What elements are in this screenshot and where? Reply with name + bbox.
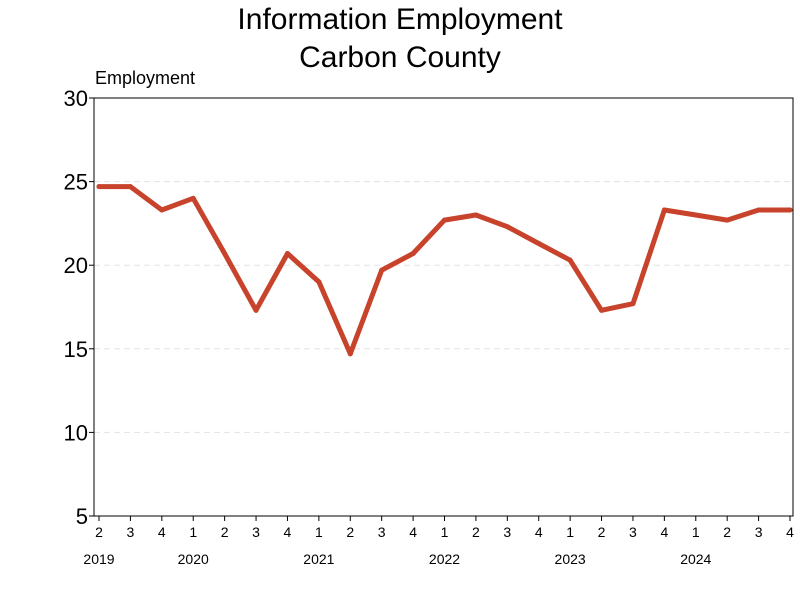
x-quarter-label: 2 <box>95 524 103 540</box>
data-point <box>693 212 699 218</box>
x-quarter-label: 1 <box>441 524 449 540</box>
x-quarter-label: 2 <box>346 524 354 540</box>
data-point <box>284 250 290 256</box>
data-point <box>347 351 353 357</box>
chart-title: Information Employment <box>237 3 563 36</box>
x-quarter-label: 1 <box>189 524 197 540</box>
data-point <box>96 184 102 190</box>
x-quarter-label: 3 <box>755 524 763 540</box>
data-point <box>253 307 259 313</box>
x-quarter-label: 1 <box>692 524 700 540</box>
data-point <box>316 279 322 285</box>
y-axis-label: Employment <box>95 68 196 88</box>
data-point <box>159 207 165 213</box>
data-point <box>756 207 762 213</box>
data-point <box>536 240 542 246</box>
data-point <box>410 250 416 256</box>
data-point <box>127 184 133 190</box>
data-point <box>504 224 510 230</box>
x-quarter-label: 4 <box>284 524 292 540</box>
x-year-label: 2023 <box>555 551 586 567</box>
y-tick-label: 5 <box>76 504 88 529</box>
x-quarter-label: 3 <box>252 524 260 540</box>
x-quarter-label: 4 <box>409 524 417 540</box>
x-quarter-label: 4 <box>660 524 668 540</box>
x-year-label: 2021 <box>303 551 334 567</box>
y-tick-label: 30 <box>64 86 88 111</box>
x-quarter-label: 2 <box>723 524 731 540</box>
data-point <box>473 212 479 218</box>
data-point <box>599 307 605 313</box>
data-point <box>222 250 228 256</box>
x-quarter-label: 2 <box>598 524 606 540</box>
y-tick-label: 10 <box>64 420 88 445</box>
data-point <box>567 257 573 263</box>
x-quarter-label: 3 <box>629 524 637 540</box>
data-point <box>661 207 667 213</box>
x-quarter-label: 2 <box>472 524 480 540</box>
chart-subtitle: Carbon County <box>299 41 501 74</box>
x-year-label: 2022 <box>429 551 460 567</box>
x-quarter-label: 3 <box>127 524 135 540</box>
x-quarter-label: 2 <box>221 524 229 540</box>
y-tick-label: 20 <box>64 253 88 278</box>
data-point <box>724 217 730 223</box>
plot-frame <box>93 97 794 517</box>
x-quarter-label: 1 <box>566 524 574 540</box>
y-tick-label: 15 <box>64 337 88 362</box>
data-point <box>787 207 793 213</box>
x-year-label: 2020 <box>178 551 209 567</box>
x-year-label: 2019 <box>83 551 114 567</box>
y-tick-label: 25 <box>64 170 88 195</box>
data-point <box>442 217 447 223</box>
employment-series-line <box>96 184 793 357</box>
x-quarter-label: 3 <box>378 524 386 540</box>
x-quarter-label: 4 <box>535 524 543 540</box>
x-quarter-label: 1 <box>315 524 323 540</box>
x-quarter-label: 4 <box>158 524 166 540</box>
data-point <box>379 267 385 273</box>
x-quarter-label: 3 <box>503 524 511 540</box>
x-quarter-label: 4 <box>786 524 794 540</box>
x-year-label: 2024 <box>680 551 711 567</box>
data-point <box>190 195 196 201</box>
data-point <box>630 301 636 307</box>
